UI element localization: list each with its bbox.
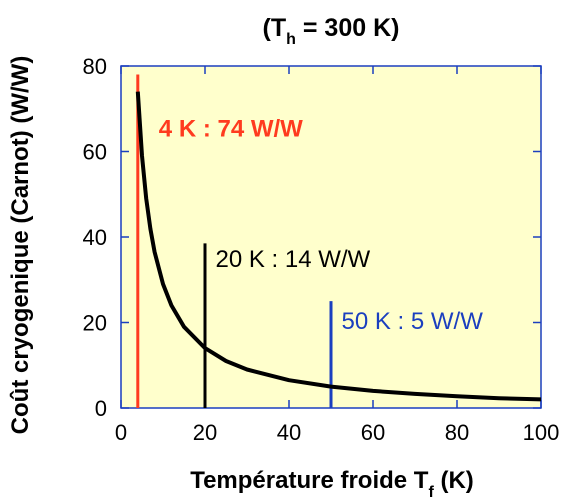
y-tick-label: 0 xyxy=(95,396,107,421)
data-label: 4 K : 74 W/W xyxy=(159,116,303,143)
x-tick-label: 20 xyxy=(193,420,217,445)
y-axis-label: Coût cryogenique (Carnot) (W/W) xyxy=(7,56,34,435)
axis-ticks: 0 20 40 60 80 100 0 20 40 60 80 xyxy=(83,54,560,445)
data-label: 20 K : 14 W/W xyxy=(216,246,371,273)
chart-marks: 4 K : 74 W/W 20 K : 14 W/W 50 K : 5 W/W xyxy=(135,74,542,408)
x-axis-label: Température froide Tf (K) xyxy=(190,467,474,501)
chart-title: (Th = 300 K) xyxy=(263,14,400,48)
x-tick-label: 60 xyxy=(361,420,385,445)
series-line xyxy=(135,91,542,402)
x-label-main: Température froide T xyxy=(190,467,429,494)
y-tick-label: 40 xyxy=(83,225,107,250)
y-tick-label: 80 xyxy=(83,54,107,79)
y-tick-label: 60 xyxy=(83,140,107,165)
title-rest: = 300 K) xyxy=(296,14,400,42)
x-label-rest: (K) xyxy=(434,467,474,494)
y-tick-label: 20 xyxy=(83,311,107,336)
data-label: 50 K : 5 W/W xyxy=(342,308,484,335)
x-tick-label: 100 xyxy=(523,420,560,445)
title-main: (T xyxy=(263,14,287,42)
title-subscript: h xyxy=(286,31,296,48)
x-tick-label: 40 xyxy=(277,420,301,445)
x-tick-label: 80 xyxy=(445,420,469,445)
x-tick-label: 0 xyxy=(115,420,127,445)
x-label-subscript: f xyxy=(428,484,434,501)
